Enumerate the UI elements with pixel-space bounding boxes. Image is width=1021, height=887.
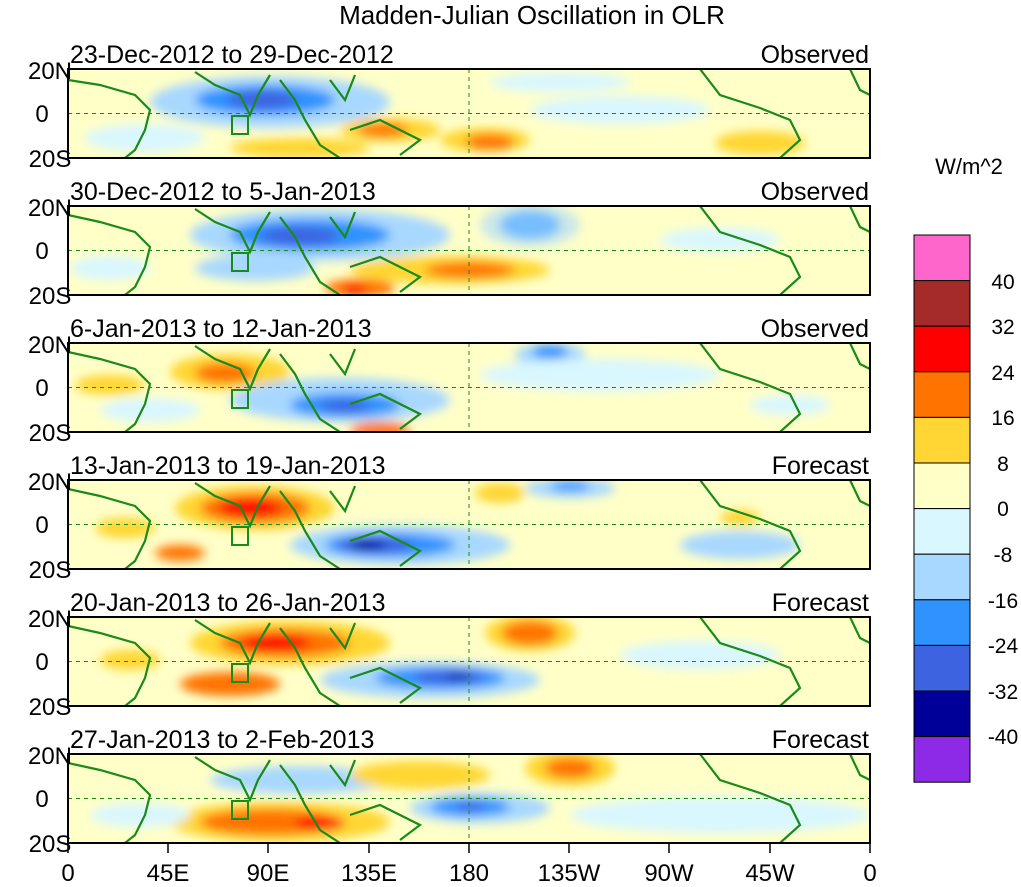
panel-frame bbox=[67, 342, 871, 433]
colorbar-tick-label: -32 bbox=[988, 681, 1018, 704]
lat-tick-label: 20N bbox=[28, 332, 72, 359]
colorbar-swatch bbox=[913, 508, 971, 555]
colorbar-swatches bbox=[913, 234, 971, 783]
panel: 6-Jan-2013 to 12-Jan-2013 Observed bbox=[28, 315, 871, 447]
panel-dates: 13-Jan-2013 to 19-Jan-2013 bbox=[70, 452, 386, 480]
panel-dates: 20-Jan-2013 to 26-Jan-2013 bbox=[70, 589, 386, 617]
olr-anomaly-field bbox=[68, 69, 870, 158]
colorbar-tick-label: 8 bbox=[997, 453, 1009, 476]
lon-tick-label: 0 bbox=[61, 860, 74, 887]
indian-ocean-box bbox=[231, 663, 249, 683]
lat-tick-label: 20S bbox=[29, 694, 72, 721]
lat-tick-label: 0 bbox=[35, 512, 48, 539]
lat-tick-label: 20S bbox=[29, 420, 72, 447]
colorbar-tick-label: 16 bbox=[991, 407, 1014, 430]
lat-tick-label: 20S bbox=[29, 146, 72, 173]
colorbar-tick-label: 40 bbox=[991, 271, 1014, 294]
colorbar-swatch bbox=[913, 599, 971, 646]
colorbar-swatch bbox=[913, 644, 971, 692]
lat-tick-label: 0 bbox=[35, 649, 48, 676]
panel: 27-Jan-2013 to 2-Feb-2013 Forecast bbox=[28, 726, 871, 858]
colorbar-tick-label: -8 bbox=[994, 544, 1013, 567]
panel-frame bbox=[67, 205, 871, 296]
colorbar-tick-label: 32 bbox=[991, 316, 1014, 339]
lon-tick-label: 0 bbox=[863, 860, 876, 887]
panel-frame bbox=[67, 68, 871, 159]
panel: 30-Dec-2012 to 5-Jan-2013 Observed bbox=[28, 178, 871, 310]
panel-frame bbox=[67, 616, 871, 707]
panel-dates: 6-Jan-2013 to 12-Jan-2013 bbox=[70, 315, 372, 343]
panel-status: Observed bbox=[761, 178, 869, 206]
lon-tick-label: 180 bbox=[449, 860, 489, 887]
lat-tick-label: 20N bbox=[28, 606, 72, 633]
indian-ocean-box bbox=[231, 526, 249, 546]
colorbar-swatch bbox=[913, 234, 971, 282]
figure-title: Madden-Julian Oscillation in OLR bbox=[339, 0, 725, 30]
lat-tick-label: 0 bbox=[35, 101, 48, 128]
panel: 23-Dec-2012 to 29-Dec-2012 Observed bbox=[28, 41, 871, 173]
colorbar-swatch bbox=[913, 280, 971, 327]
lat-tick-label: 20S bbox=[29, 557, 72, 584]
lon-tick-label: 135W bbox=[538, 860, 601, 887]
indian-ocean-box bbox=[231, 252, 249, 272]
lon-tick-label: 90W bbox=[644, 860, 694, 887]
lat-tick-label: 20N bbox=[28, 58, 72, 85]
lat-tick-label: 0 bbox=[35, 238, 48, 265]
colorbar-tick-label: -24 bbox=[988, 635, 1019, 658]
colorbar-swatch bbox=[913, 371, 971, 418]
panel-dates: 23-Dec-2012 to 29-Dec-2012 bbox=[70, 41, 394, 69]
colorbar: W/m^2 40 32 24 16 8 0 -8 -16 -24 -32 -40 bbox=[913, 154, 1019, 783]
colorbar-tick-label: 24 bbox=[991, 362, 1015, 385]
colorbar-swatch bbox=[913, 416, 971, 464]
colorbar-swatch bbox=[913, 690, 971, 738]
panel-status: Observed bbox=[761, 315, 869, 343]
indian-ocean-box bbox=[231, 115, 249, 135]
colorbar-swatch bbox=[913, 736, 971, 783]
panel: 20-Jan-2013 to 26-Jan-2013 Forecast bbox=[28, 589, 871, 721]
lat-tick-label: 0 bbox=[35, 375, 48, 402]
lat-tick-label: 20N bbox=[28, 469, 72, 496]
colorbar-swatch bbox=[913, 325, 971, 373]
panel-status: Observed bbox=[761, 41, 869, 69]
lon-tick-label: 45W bbox=[745, 860, 795, 887]
indian-ocean-box bbox=[231, 389, 249, 409]
panel-status: Forecast bbox=[772, 726, 869, 754]
lon-tick-label: 135E bbox=[341, 860, 397, 887]
panel-status: Forecast bbox=[772, 452, 869, 480]
indian-ocean-box bbox=[231, 800, 249, 820]
colorbar-swatch bbox=[913, 553, 971, 601]
lat-tick-label: 20N bbox=[28, 743, 72, 770]
colorbar-labels: 40 32 24 16 8 0 -8 -16 -24 -32 -40 bbox=[988, 271, 1019, 749]
panel-status: Forecast bbox=[772, 589, 869, 617]
lat-tick-label: 20N bbox=[28, 195, 72, 222]
colorbar-tick-label: -16 bbox=[988, 590, 1018, 613]
lat-tick-label: 20S bbox=[29, 283, 72, 310]
colorbar-tick-label: -40 bbox=[988, 726, 1018, 749]
panel-dates: 27-Jan-2013 to 2-Feb-2013 bbox=[70, 726, 374, 754]
lat-tick-label: 20S bbox=[29, 831, 72, 858]
panel-dates: 30-Dec-2012 to 5-Jan-2013 bbox=[70, 178, 376, 206]
lon-axis: 0 45E 90E 135E 180 135W 90W 45W 0 bbox=[61, 843, 877, 887]
lon-tick-label: 45E bbox=[147, 860, 190, 887]
colorbar-tick-label: 0 bbox=[997, 498, 1009, 521]
colorbar-unit: W/m^2 bbox=[935, 154, 1003, 179]
lat-tick-label: 0 bbox=[35, 786, 48, 813]
olr-anomaly-field bbox=[68, 754, 870, 843]
panel: 13-Jan-2013 to 19-Jan-2013 Forecast bbox=[28, 452, 871, 584]
lon-tick-label: 90E bbox=[247, 860, 290, 887]
panel-frame bbox=[67, 479, 871, 570]
colorbar-swatch bbox=[913, 462, 971, 510]
